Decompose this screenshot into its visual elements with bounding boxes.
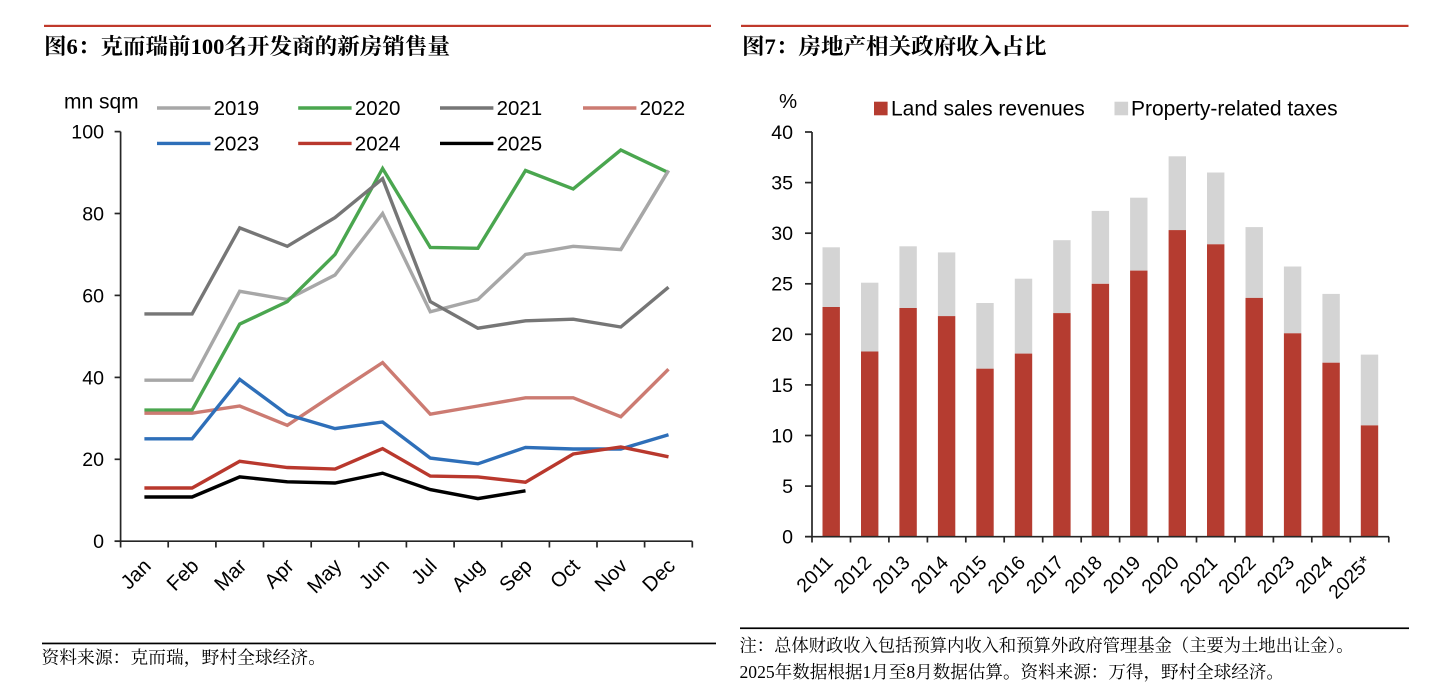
svg-text:10: 10 xyxy=(771,425,793,447)
svg-text:25: 25 xyxy=(771,274,793,296)
svg-text:0: 0 xyxy=(93,531,104,553)
svg-text:2024: 2024 xyxy=(355,133,401,156)
svg-text:May: May xyxy=(304,555,347,598)
svg-text:2013: 2013 xyxy=(868,552,914,598)
svg-text:Land sales revenues: Land sales revenues xyxy=(891,97,1085,120)
svg-text:2018: 2018 xyxy=(1061,552,1107,598)
svg-text:图7：房地产相关政府收入占比: 图7：房地产相关政府收入占比 xyxy=(742,29,1047,61)
svg-text:2019: 2019 xyxy=(1099,552,1145,598)
svg-text:2025: 2025 xyxy=(497,133,543,156)
svg-text:2025年数据根据1月至8月数据估算。资料来源：万得，野村全: 2025年数据根据1月至8月数据估算。资料来源：万得，野村全球经济。 xyxy=(740,659,1285,684)
svg-text:图6：克而瑞前100名开发商的新房销售量: 图6：克而瑞前100名开发商的新房销售量 xyxy=(44,29,450,61)
svg-text:2019: 2019 xyxy=(214,97,260,120)
svg-text:Nov: Nov xyxy=(591,555,633,597)
svg-text:40: 40 xyxy=(82,367,104,389)
svg-text:Apr: Apr xyxy=(261,555,299,593)
svg-text:2020: 2020 xyxy=(1137,552,1183,598)
svg-text:Aug: Aug xyxy=(448,555,489,596)
svg-text:%: % xyxy=(779,91,797,113)
svg-text:15: 15 xyxy=(771,375,793,397)
svg-text:注：总体财政收入包括预算内收入和预算外政府管理基金（主要为土: 注：总体财政收入包括预算内收入和预算外政府管理基金（主要为土地出让金）。 xyxy=(740,633,1354,658)
svg-text:Feb: Feb xyxy=(163,555,203,595)
svg-text:Property-related taxes: Property-related taxes xyxy=(1131,97,1338,120)
svg-text:2021: 2021 xyxy=(1176,552,1222,598)
svg-text:5: 5 xyxy=(782,476,793,498)
svg-text:Sep: Sep xyxy=(496,555,537,596)
svg-text:2021: 2021 xyxy=(497,97,543,120)
svg-text:Jan: Jan xyxy=(117,555,156,594)
svg-text:60: 60 xyxy=(82,285,104,307)
svg-text:80: 80 xyxy=(82,203,104,225)
svg-text:2023: 2023 xyxy=(1253,552,1299,598)
svg-text:Dec: Dec xyxy=(639,555,680,596)
svg-text:20: 20 xyxy=(82,449,104,471)
svg-text:40: 40 xyxy=(771,122,793,144)
svg-text:0: 0 xyxy=(782,527,793,549)
svg-text:20: 20 xyxy=(771,324,793,346)
svg-text:mn sqm: mn sqm xyxy=(64,91,139,114)
svg-text:2012: 2012 xyxy=(830,552,876,598)
svg-text:35: 35 xyxy=(771,173,793,195)
svg-text:Mar: Mar xyxy=(211,555,252,596)
svg-text:2023: 2023 xyxy=(214,133,260,156)
svg-text:30: 30 xyxy=(771,223,793,245)
svg-text:2022: 2022 xyxy=(1214,552,1260,598)
svg-text:2011: 2011 xyxy=(792,552,837,597)
svg-text:2025*: 2025* xyxy=(1324,551,1376,603)
svg-text:2017: 2017 xyxy=(1022,552,1068,598)
svg-text:100: 100 xyxy=(71,122,104,144)
svg-text:2022: 2022 xyxy=(640,97,686,120)
svg-text:Oct: Oct xyxy=(547,555,585,593)
svg-text:Jul: Jul xyxy=(408,555,442,589)
svg-text:2014: 2014 xyxy=(907,552,953,598)
svg-text:资料来源：克而瑞，野村全球经济。: 资料来源：克而瑞，野村全球经济。 xyxy=(42,645,327,670)
svg-text:2015: 2015 xyxy=(945,552,991,598)
svg-text:2020: 2020 xyxy=(355,97,401,120)
svg-text:2016: 2016 xyxy=(984,552,1030,598)
svg-text:Jun: Jun xyxy=(355,555,394,594)
